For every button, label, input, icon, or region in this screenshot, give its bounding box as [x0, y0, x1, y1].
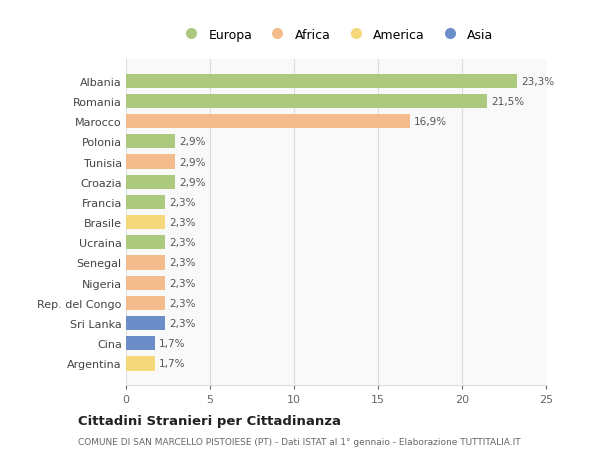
Text: 23,3%: 23,3% [521, 77, 555, 87]
Text: 2,9%: 2,9% [179, 177, 205, 187]
Text: 2,3%: 2,3% [169, 278, 196, 288]
Text: 2,3%: 2,3% [169, 218, 196, 228]
Text: 2,3%: 2,3% [169, 298, 196, 308]
Bar [126, 115, 410, 129]
Text: Cittadini Stranieri per Cittadinanza: Cittadini Stranieri per Cittadinanza [78, 414, 341, 428]
Text: 16,9%: 16,9% [414, 117, 447, 127]
Legend: Europa, Africa, America, Asia: Europa, Africa, America, Asia [173, 23, 499, 46]
Text: 1,7%: 1,7% [159, 358, 185, 369]
Bar [126, 216, 164, 230]
Text: 2,3%: 2,3% [169, 258, 196, 268]
Text: 2,3%: 2,3% [169, 197, 196, 207]
Bar [126, 357, 155, 371]
Bar [126, 135, 175, 149]
Text: 2,9%: 2,9% [179, 157, 205, 167]
Bar [126, 196, 164, 209]
Text: COMUNE DI SAN MARCELLO PISTOIESE (PT) - Dati ISTAT al 1° gennaio - Elaborazione : COMUNE DI SAN MARCELLO PISTOIESE (PT) - … [78, 437, 521, 446]
Bar [126, 316, 164, 330]
Text: 2,3%: 2,3% [169, 238, 196, 248]
Bar [126, 336, 155, 351]
Text: 2,3%: 2,3% [169, 319, 196, 328]
Bar [126, 74, 517, 89]
Bar [126, 175, 175, 190]
Bar [126, 95, 487, 109]
Text: 2,9%: 2,9% [179, 137, 205, 147]
Bar [126, 256, 164, 270]
Bar [126, 296, 164, 310]
Text: 1,7%: 1,7% [159, 339, 185, 348]
Bar [126, 236, 164, 250]
Bar [126, 276, 164, 290]
Text: 21,5%: 21,5% [491, 97, 524, 106]
Bar [126, 155, 175, 169]
